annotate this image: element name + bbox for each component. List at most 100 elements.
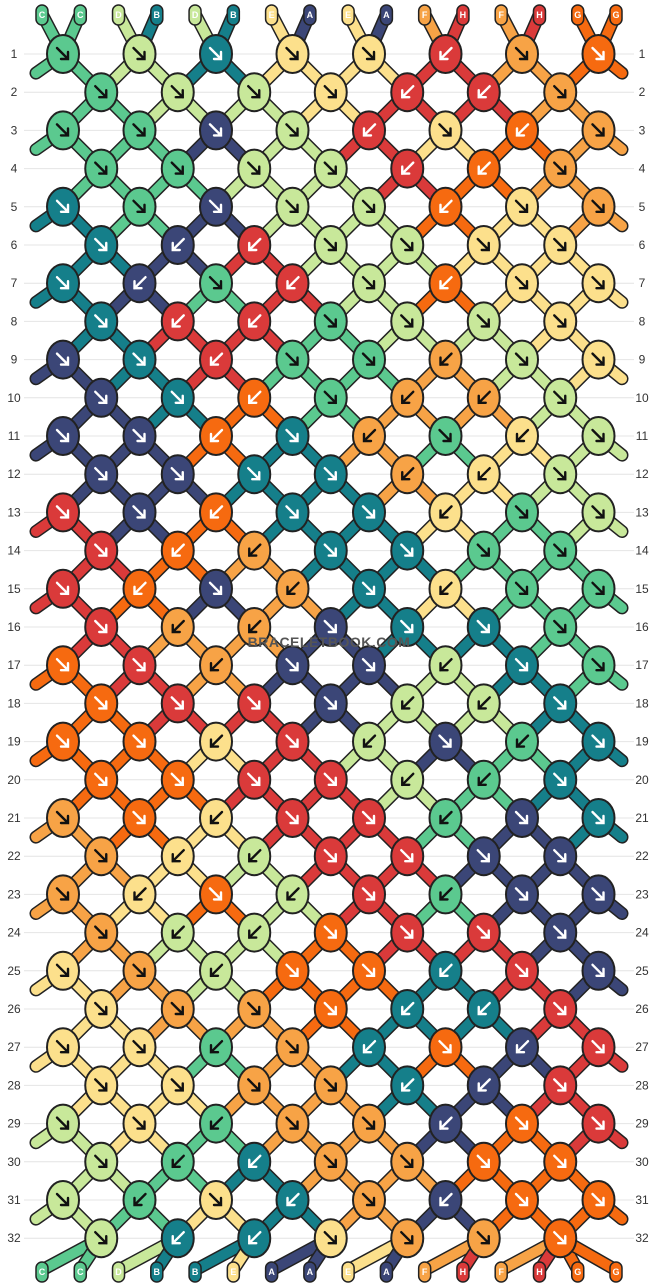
knot <box>275 874 310 915</box>
knot <box>199 186 233 227</box>
row-number-left: 2 <box>11 85 18 99</box>
knot <box>466 1141 501 1182</box>
arrow-down-right-icon <box>323 1001 337 1016</box>
knot <box>199 110 233 151</box>
arrow-down-right-icon <box>247 85 261 99</box>
arrow-down-left-icon <box>515 1040 530 1054</box>
knot <box>505 186 539 227</box>
row-number-right: 17 <box>635 658 649 672</box>
arrow-down-right-icon <box>438 123 452 137</box>
arrow-down-right-icon <box>132 810 146 825</box>
arrow-down-right-icon <box>94 1154 108 1168</box>
knot <box>122 645 157 686</box>
knot <box>352 950 386 991</box>
knot <box>237 836 272 877</box>
top-strand-label: F <box>494 4 508 26</box>
knot <box>466 72 501 113</box>
row-number-right: 19 <box>635 735 649 749</box>
arrow-down-right-icon <box>55 505 70 519</box>
arrow-down-left-icon <box>209 658 224 672</box>
arrow-down-right-icon <box>553 1154 567 1168</box>
knot <box>237 1141 272 1182</box>
arrow-down-right-icon <box>247 161 261 175</box>
svg-text:D: D <box>115 10 122 20</box>
knot <box>466 454 501 495</box>
arrow-down-left-icon <box>171 314 185 328</box>
knot <box>199 492 233 533</box>
row-number-right: 12 <box>635 467 649 481</box>
bottom-strand-label: H <box>532 1261 547 1283</box>
svg-text:F: F <box>498 1267 504 1277</box>
knot <box>237 72 272 113</box>
knot <box>199 339 233 380</box>
knot <box>84 1141 119 1182</box>
knot <box>160 301 195 342</box>
row-number-left: 9 <box>11 353 18 367</box>
bottom-strand-label: A <box>303 1261 317 1283</box>
knot <box>428 110 463 151</box>
arrow-down-right-icon <box>476 849 490 863</box>
knot <box>199 34 233 74</box>
arrow-down-right-icon <box>361 887 376 901</box>
knot <box>122 110 157 151</box>
knot <box>46 263 80 304</box>
arrow-down-right-icon <box>55 123 70 137</box>
knot <box>313 1218 348 1259</box>
knot <box>581 645 616 686</box>
knot <box>390 1065 425 1106</box>
row-number-left: 30 <box>7 1155 21 1169</box>
arrow-down-left-icon <box>171 1231 185 1245</box>
arrow-down-right-icon <box>591 46 605 61</box>
knot <box>160 377 195 418</box>
knot <box>428 950 463 991</box>
knot <box>428 1180 463 1220</box>
row-number-right: 16 <box>635 620 649 634</box>
bottom-strand-label: F <box>417 1261 432 1283</box>
arrow-down-right-icon <box>591 887 605 901</box>
knot <box>505 1180 539 1220</box>
top-strand-label: B <box>226 4 241 26</box>
knot <box>313 836 348 877</box>
knot <box>237 1218 272 1259</box>
arrow-down-right-icon <box>553 390 567 404</box>
arrow-down-left-icon <box>362 734 377 748</box>
row-number-right: 30 <box>635 1155 649 1169</box>
knot <box>275 1180 310 1220</box>
knot <box>466 1218 501 1259</box>
knot <box>199 950 233 991</box>
top-strand-label: C <box>73 4 88 26</box>
knot <box>160 759 195 800</box>
knot <box>428 1027 463 1068</box>
arrow-down-left-icon <box>439 352 453 366</box>
top-strand-label: D <box>188 4 202 26</box>
arrow-down-right-icon <box>323 237 337 252</box>
bottom-strand-label: D <box>111 1261 126 1283</box>
knot <box>543 377 578 418</box>
knot <box>237 912 272 953</box>
svg-text:E: E <box>269 10 275 20</box>
knot <box>352 110 386 151</box>
arrow-down-right-icon <box>514 887 529 901</box>
knot <box>275 34 310 74</box>
knot <box>390 377 425 418</box>
row-number-right: 29 <box>635 1117 649 1131</box>
arrow-down-right-icon <box>361 1192 376 1207</box>
row-number-right: 9 <box>639 353 646 367</box>
knot <box>160 225 195 265</box>
arrow-down-right-icon <box>553 1231 567 1245</box>
arrow-down-left-icon <box>362 123 377 137</box>
arrow-down-right-icon <box>94 772 108 786</box>
top-strand-label: E <box>341 4 355 26</box>
arrow-down-right-icon <box>55 963 70 977</box>
top-strand-label: B <box>150 4 164 26</box>
knot <box>46 1180 80 1220</box>
arrow-down-left-icon <box>133 581 147 595</box>
knot <box>84 912 119 953</box>
knot <box>428 263 463 304</box>
arrow-down-right-icon <box>514 810 529 825</box>
bottom-strand-label: H <box>456 1261 470 1283</box>
knot <box>313 1065 348 1106</box>
arrow-down-right-icon <box>55 46 70 61</box>
knot <box>46 874 80 915</box>
knot <box>160 912 195 953</box>
